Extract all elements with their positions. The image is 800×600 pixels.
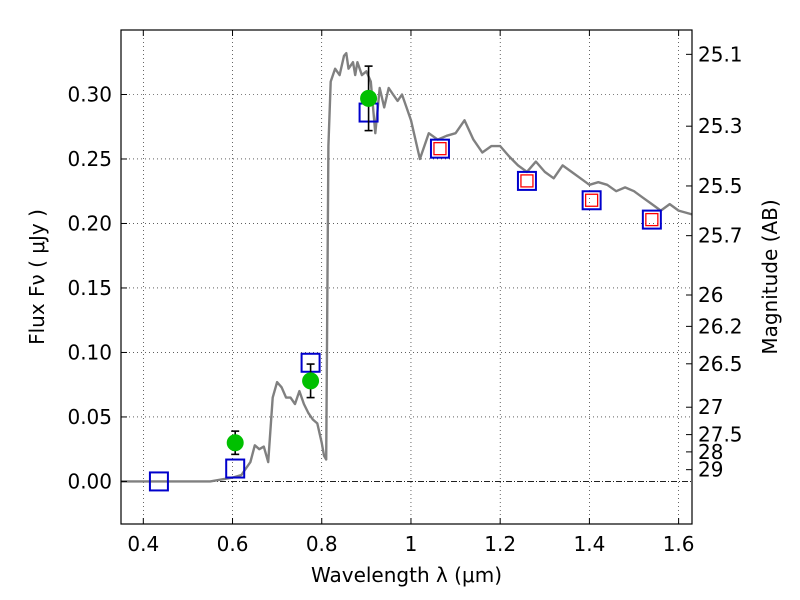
observed-flux-point	[360, 89, 378, 107]
y-tick-label: 0.15	[67, 276, 112, 300]
y-tick-label: 0.20	[67, 211, 112, 235]
y2-tick-label: 25.1	[698, 42, 743, 66]
nir-photometry-square	[584, 193, 599, 207]
axis-ticks: 0.4 0.6 0.8 1 1.2 1.4 1.6 0.00 0.05 0.10 0.15 0.20 0…	[67, 30, 743, 556]
model-photometry-square	[148, 471, 169, 492]
model-photometry-square	[429, 138, 450, 159]
y2-tick-label: 26.5	[698, 352, 743, 376]
observed-flux-point	[226, 434, 244, 452]
y-axis-label: Flux Fν ( μJy )	[25, 209, 49, 345]
y2-tick-label: 29	[698, 458, 723, 482]
y-tick-label: 0.05	[67, 405, 112, 429]
model-photometry-square	[581, 190, 602, 211]
x-tick-label: 1.4	[573, 532, 605, 556]
x-tick-label: 0.6	[217, 532, 249, 556]
y2-axis-label: Magnitude (AB)	[758, 199, 782, 354]
x-tick-label: 1	[405, 532, 418, 556]
y-tick-label: 0.30	[67, 82, 112, 106]
model-photometry-square	[516, 170, 537, 191]
y2-tick-label: 26.2	[698, 314, 743, 338]
model-photometry-square	[641, 209, 662, 230]
y2-tick-label: 26	[698, 283, 723, 307]
observed-flux-point	[302, 372, 320, 390]
plot-content	[121, 52, 693, 492]
x-axis-label: Wavelength λ (μm)	[311, 563, 502, 587]
y-tick-label: 0.00	[67, 469, 112, 493]
y2-tick-label: 28	[698, 440, 723, 464]
y2-tick-label: 27.5	[698, 423, 743, 447]
y2-tick-label: 25.7	[698, 224, 743, 248]
nir-photometry-square	[520, 174, 534, 188]
x-tick-label: 0.8	[306, 532, 338, 556]
y-tick-label: 0.10	[67, 340, 112, 364]
x-tick-label: 1.2	[484, 532, 516, 556]
y2-tick-label: 27	[698, 395, 723, 419]
model-spectrum-line	[121, 52, 693, 483]
plot-frame	[120, 29, 693, 525]
nir-photometry-square	[645, 212, 659, 227]
y2-tick-label: 25.5	[698, 174, 743, 198]
y-tick-label: 0.25	[67, 147, 112, 171]
x-tick-label: 0.4	[127, 532, 159, 556]
nir-photometry-square	[433, 142, 447, 156]
model-photometry-square	[225, 458, 246, 479]
y2-tick-label: 25.3	[698, 114, 743, 138]
x-tick-label: 1.6	[663, 532, 695, 556]
